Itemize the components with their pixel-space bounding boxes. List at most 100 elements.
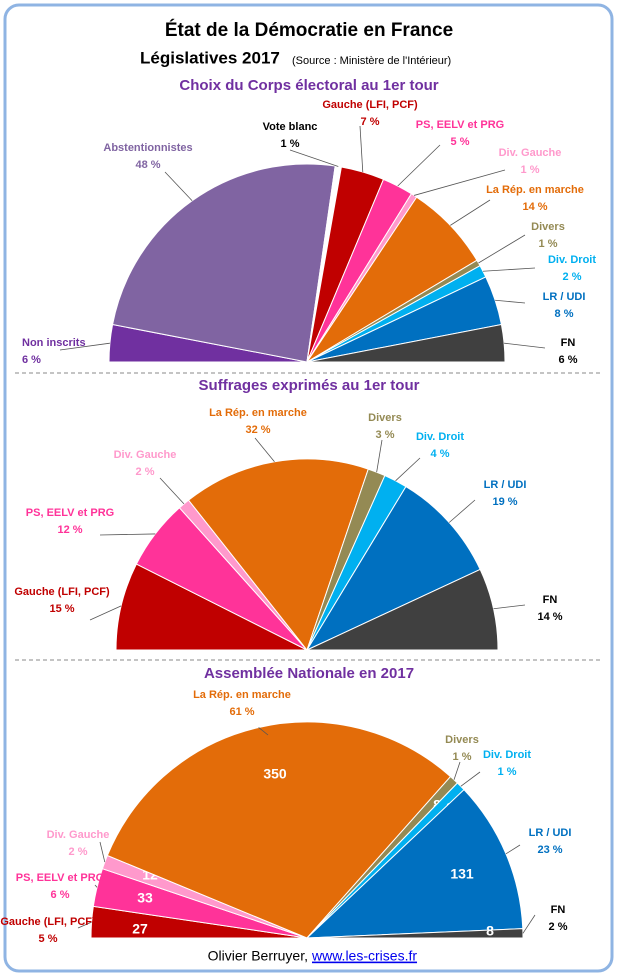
slice-label: LR / UDI — [543, 291, 586, 303]
slice-label: FN — [561, 337, 576, 349]
leader-line — [460, 771, 481, 787]
leader-line — [59, 342, 110, 351]
slice-label: FN — [551, 904, 566, 916]
slice-percent: 6 % — [559, 354, 578, 366]
leader-line — [505, 844, 521, 855]
slice-label: Gauche (LFI, PCF) — [14, 586, 110, 598]
slice-percent: 6 % — [51, 889, 70, 901]
slice-label: Divers — [368, 412, 402, 424]
seat-count: 33 — [137, 890, 153, 906]
slice-percent: 1 % — [453, 751, 472, 763]
leader-line — [159, 477, 185, 505]
slice-percent: 12 % — [57, 524, 82, 536]
main-title: État de la Démocratie en France — [165, 19, 453, 41]
slice-label: FN — [543, 594, 558, 606]
slice-percent: 7 % — [361, 116, 380, 128]
slice-percent: 2 % — [549, 921, 568, 933]
chart-title: Suffrages exprimés au 1er tour — [199, 377, 420, 394]
slice-percent: 61 % — [229, 706, 254, 718]
leader-line — [359, 125, 364, 173]
seat-count: 8 — [486, 923, 494, 939]
slice-label: Gauche (LFI, PCF) — [0, 916, 96, 928]
slice-label: Divers — [531, 221, 565, 233]
slice-label: LR / UDI — [484, 479, 527, 491]
slice-label: PS, EELV et PRG — [26, 507, 114, 519]
leader-line — [413, 169, 506, 196]
slice-label: La Rép. en marche — [486, 184, 584, 196]
seat-count: 27 — [132, 921, 148, 937]
slice — [187, 458, 369, 652]
leader-line — [478, 234, 526, 264]
leader-line — [289, 149, 339, 167]
slice-percent: 4 % — [431, 448, 450, 460]
slice-percent: 2 % — [136, 466, 155, 478]
slice-percent: 32 % — [245, 424, 270, 436]
chart-title: Assemblée Nationale en 2017 — [204, 665, 414, 682]
leader-line — [77, 921, 92, 929]
slice-percent: 1 % — [521, 164, 540, 176]
slice — [306, 928, 524, 939]
slice-percent: 8 % — [555, 308, 574, 320]
slice-percent: 15 % — [49, 603, 74, 615]
slice-label: Abstentionnistes — [103, 142, 192, 154]
leader-line — [450, 199, 491, 226]
leader-line — [522, 914, 536, 934]
leader-line — [397, 144, 441, 187]
slice-percent: 2 % — [69, 846, 88, 858]
footer-author: Olivier Berruyer, — [208, 948, 308, 964]
leader-line — [395, 457, 421, 482]
slice — [305, 485, 481, 652]
slice-label: Div. Droit — [483, 749, 531, 761]
footer-link[interactable]: www.les-crises.fr — [311, 948, 417, 964]
slice-percent: 1 % — [498, 766, 517, 778]
slice-label: Non inscrits — [22, 337, 86, 349]
slice-label: LR / UDI — [529, 827, 572, 839]
leader-line — [482, 267, 536, 272]
source: (Source : Ministère de l'Intérieur) — [292, 55, 451, 67]
slice-percent: 23 % — [537, 844, 562, 856]
slice-percent: 1 % — [281, 138, 300, 150]
slice-label: PS, EELV et PRG — [16, 872, 104, 884]
leader-line — [99, 533, 156, 536]
leader-line — [376, 439, 383, 473]
slice-percent: 5 % — [451, 136, 470, 148]
leader-line — [453, 761, 461, 780]
subtitle: Législatives 2017 — [140, 48, 280, 67]
leader-line — [504, 342, 546, 349]
slice-label: Divers — [445, 734, 479, 746]
leader-line — [99, 841, 106, 863]
slice — [306, 568, 499, 651]
slice-percent: 48 % — [135, 159, 160, 171]
slice-label: La Rép. en marche — [209, 407, 307, 419]
slice-percent: 14 % — [537, 611, 562, 623]
slice-label: Div. Gauche — [114, 449, 177, 461]
leader-line — [94, 884, 98, 888]
chart-title: Choix du Corps électoral au 1er tour — [179, 77, 438, 94]
slice-label: Div. Droit — [548, 254, 596, 266]
footer-link-text[interactable]: www.les-crises.fr — [311, 948, 417, 964]
slice-percent: 2 % — [563, 271, 582, 283]
leader-line — [89, 605, 122, 621]
seat-count: 350 — [263, 766, 287, 782]
slice-label: La Rép. en marche — [193, 689, 291, 701]
slice-label: Div. Gauche — [499, 147, 562, 159]
leader-line — [164, 171, 193, 201]
slice — [305, 788, 524, 939]
leader-line — [258, 727, 269, 736]
slice-label: Vote blanc — [263, 121, 318, 133]
slice-label: Gauche (LFI, PCF) — [322, 99, 418, 111]
leader-line — [493, 604, 526, 610]
slice-percent: 1 % — [539, 238, 558, 250]
slice-label: PS, EELV et PRG — [416, 119, 504, 131]
slice-label: Div. Droit — [416, 431, 464, 443]
slice-percent: 3 % — [376, 429, 395, 441]
slice-percent: 6 % — [22, 354, 41, 366]
slice-percent: 5 % — [39, 933, 58, 945]
slice-label: Div. Gauche — [47, 829, 110, 841]
leader-line — [495, 299, 526, 304]
slice-percent: 14 % — [522, 201, 547, 213]
slice-percent: 19 % — [492, 496, 517, 508]
leader-line — [448, 499, 476, 523]
